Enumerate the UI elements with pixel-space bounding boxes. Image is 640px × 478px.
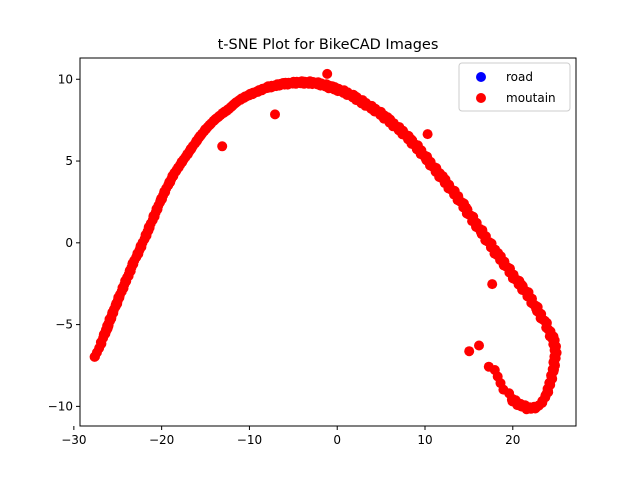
scatter-point-moutain [303,78,314,89]
scatter-point-moutain [341,88,352,99]
y-tick-label: 0 [65,236,73,250]
scatter-point-moutain [516,279,527,290]
scatter-point-moutain [163,180,174,191]
scatter-point-moutain [217,108,228,119]
scatter-point-moutain [411,144,422,155]
scatter-point-moutain [382,112,393,123]
scatter-point-moutain [194,132,205,143]
scatter-point-moutain [171,166,181,177]
y-tick-label: −5 [55,318,73,332]
scatter-point-moutain [185,144,196,155]
scatter-point-moutain [437,171,448,182]
scatter-point-moutain [148,211,159,222]
legend-box [458,62,571,112]
plot-frame [79,57,577,427]
x-axis: −30 −20 −10 0 10 20 [61,426,520,447]
scatter-point-moutain [350,91,361,102]
scatter-point-moutain [311,78,322,89]
scatter-point-moutain [239,92,250,103]
scatter-point-moutain [104,314,115,325]
scatter-point-moutain [388,120,399,131]
scatter-point-moutain [422,129,433,140]
legend-label-moutain: moutain [506,91,556,105]
scatter-point-moutain [270,80,281,91]
scatter-point-moutain [333,85,344,96]
scatter-point-moutain [549,364,559,375]
scatter-point-moutain [467,216,478,227]
scatter-point-moutain [484,237,495,248]
y-tick-label: −10 [48,399,73,413]
scatter-point-moutain [531,401,542,412]
scatter-point-moutain [464,346,475,357]
scatter-point-moutain [283,79,294,90]
scatter-point-moutain [499,259,510,270]
scatter-point-moutain [261,82,272,93]
scatter-point-moutain [397,126,408,137]
scatter-point-moutain [90,351,100,362]
scatter-point-moutain [208,115,219,126]
scatter-point-moutain [356,98,367,109]
scatter-point-moutain [405,134,416,144]
scatter-point-moutain [514,399,525,410]
scatter-point-moutain [548,331,559,342]
scatter-point-moutain [252,86,263,97]
scatter-point-moutain [143,225,154,236]
scatter-point-moutain [155,195,166,206]
scatter-point-moutain [217,141,228,152]
scatter-point-moutain [103,322,113,333]
x-tick-label: 10 [417,433,432,447]
scatter-point-moutain [544,378,555,388]
x-tick-label: 0 [333,433,341,447]
scatter-point-moutain [541,388,552,399]
scatter-point-moutain [549,353,560,364]
scatter-point-moutain [270,109,280,120]
scatter-point-moutain [176,156,187,167]
legend-marker-moutain [476,93,486,103]
y-tick-label: 5 [65,154,73,168]
scatter-point-moutain [322,68,333,79]
scatter-point-moutain [474,340,484,351]
scatter-point-moutain [291,77,301,88]
scatter-point-moutain [507,394,518,404]
x-tick-label: −20 [149,433,174,447]
scatter-point-moutain [116,286,127,297]
scatter-point-moutain [483,361,494,372]
legend-label-road: road [506,70,533,84]
scatter-point-moutain [365,102,376,113]
scatter-point-moutain [420,153,431,164]
scatter-point-moutain [487,279,498,290]
scatter-point-moutain [135,242,146,253]
scatter-point-moutain [539,315,550,326]
scatter-points [89,68,562,415]
scatter-point-moutain [110,300,121,311]
legend: road moutain [458,62,571,112]
scatter-point-moutain [429,162,440,173]
scatter-point-moutain [461,202,472,213]
chart-title: t-SNE Plot for BikeCAD Images [218,37,439,53]
scatter-point-moutain [230,98,241,108]
scatter-point-moutain [522,291,533,302]
scatter-point-moutain [443,183,454,193]
scatter-point-moutain [507,270,518,281]
x-tick-label: −10 [237,433,262,447]
y-tick-label: 10 [58,72,73,86]
scatter-point-moutain [550,344,560,355]
scatter-point-moutain [475,226,486,237]
scatter-point-moutain [452,192,463,202]
scatter-point-moutain [373,106,384,117]
scatter-point-moutain [200,124,211,135]
scatter-point-moutain [319,79,330,90]
x-tick-label: −30 [61,433,86,447]
x-tick-label: 20 [505,433,520,447]
scatter-point-moutain [123,271,134,281]
scatter-point-moutain [493,248,504,259]
y-axis: −10 −5 0 5 10 [48,72,80,413]
scatter-point-moutain [531,303,542,314]
legend-marker-road [476,72,486,82]
scatter-point-moutain [127,258,138,269]
